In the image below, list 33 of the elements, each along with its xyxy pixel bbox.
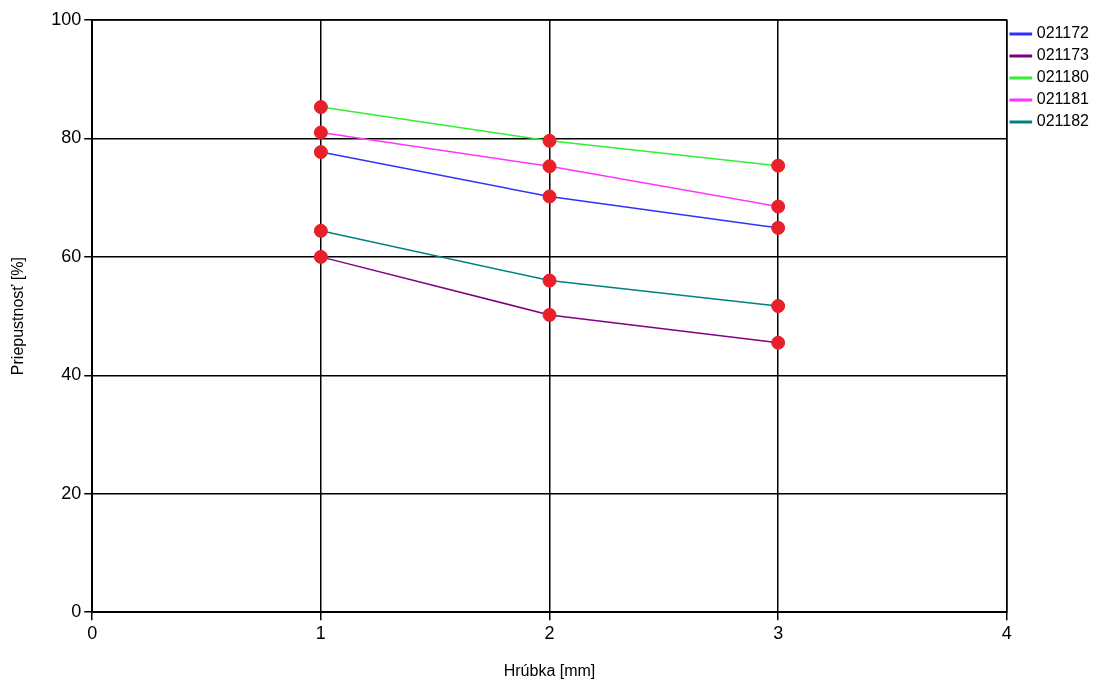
point — [313, 145, 328, 160]
point — [771, 199, 786, 214]
y-tick-label: 60 — [61, 245, 82, 266]
point — [542, 133, 557, 148]
x-tick-label: 3 — [773, 622, 784, 643]
y-axis-title: Priepustnosť [%] — [9, 257, 27, 376]
x-tick-label: 4 — [1001, 622, 1012, 643]
x-tick-label: 0 — [87, 622, 98, 643]
point — [542, 159, 557, 174]
point — [771, 335, 786, 350]
point — [542, 307, 557, 322]
y-tick-label: 0 — [71, 601, 82, 622]
y-tick-label: 20 — [61, 482, 82, 503]
point — [771, 299, 786, 314]
x-axis-title: Hrúbka [mm] — [503, 661, 596, 679]
legend-label: 021180 — [1036, 68, 1090, 86]
legend-label: 021181 — [1036, 90, 1090, 108]
y-tick-label: 40 — [61, 364, 82, 385]
point — [313, 249, 328, 264]
legend-label: 021173 — [1036, 46, 1090, 64]
point — [771, 220, 786, 235]
point — [313, 125, 328, 140]
x-tick-label: 2 — [544, 622, 555, 643]
x-tick-label: 1 — [315, 622, 326, 643]
y-tick-label: 80 — [61, 127, 82, 148]
legend-label: 021172 — [1036, 24, 1090, 42]
y-tick-label: 100 — [51, 8, 82, 29]
point — [313, 223, 328, 238]
point — [771, 158, 786, 173]
point — [542, 273, 557, 288]
legend-label: 021182 — [1036, 112, 1090, 130]
point — [313, 100, 328, 115]
point — [542, 189, 557, 204]
